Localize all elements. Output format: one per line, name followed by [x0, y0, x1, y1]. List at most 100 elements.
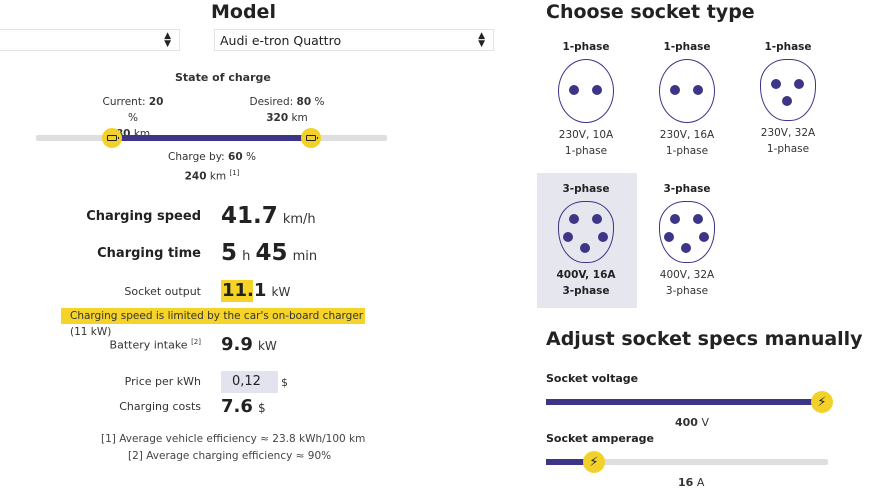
socket-voltage-readout: 400 V	[675, 416, 709, 429]
socket-spec-phase: 3-phase	[562, 285, 610, 297]
cee-3-phase-socket-icon	[558, 201, 614, 263]
socket-output-value-group: 11.1 kW	[222, 280, 290, 301]
socket-option-400v-16a[interactable]: 3-phase 400V, 16A 3-phase	[548, 183, 624, 299]
charging-speed-unit: km/h	[282, 212, 316, 227]
socket-phase-heading: 1-phase	[663, 41, 711, 53]
socket-amperage-handle[interactable]: ⚡	[583, 451, 605, 473]
charge-by-readout: Charge by: 60 % 240 km [1]	[168, 151, 256, 183]
socket-amperage-value: 16	[678, 476, 694, 489]
socket-voltage-value: 400	[675, 416, 698, 429]
charge-by-label: Charge by:	[168, 151, 225, 163]
current-charge-handle[interactable]	[102, 128, 122, 148]
socket-output-label: Socket output	[124, 285, 201, 298]
charging-time-minutes: 45	[255, 240, 288, 266]
socket-amperage-label: Socket amperage	[546, 432, 654, 445]
socket-output-value: 11.1	[222, 280, 267, 301]
battery-icon	[107, 135, 119, 141]
manual-specs-title: Adjust socket specs manually	[546, 328, 863, 350]
socket-spec-phase: 1-phase	[766, 143, 810, 155]
footnote-vehicle-efficiency: [1] Average vehicle efficiency ≈ 23.8 kW…	[101, 433, 366, 445]
state-of-charge-label: State of charge	[175, 71, 271, 84]
desired-charge-readout: Desired: 80 % 320 km	[249, 96, 325, 124]
charging-costs-value: 7.6	[221, 396, 253, 417]
battery-icon	[306, 135, 318, 141]
socket-spec-phase: 1-phase	[564, 145, 608, 157]
socket-phase-heading: 1-phase	[764, 41, 812, 53]
price-per-kwh-input[interactable]: 0,12	[221, 371, 278, 393]
battery-intake-value: 9.9	[221, 334, 253, 355]
lightning-icon: ⚡	[817, 394, 827, 410]
current-label: Current:	[102, 96, 146, 108]
socket-spec-rating: 230V, 10A	[558, 129, 614, 141]
socket-phase-heading: 3-phase	[663, 183, 711, 195]
current-percent: 20	[148, 96, 164, 108]
socket-spec-rating: 400V, 16A	[556, 269, 616, 281]
battery-intake-value-group: 9.9 kW	[221, 334, 277, 355]
charge-by-km: 240	[184, 170, 207, 183]
socket-amperage-slider-fill	[546, 459, 594, 465]
socket-voltage-unit: V	[701, 416, 709, 429]
charging-time-h-unit: h	[242, 249, 251, 264]
socket-phase-heading: 1-phase	[562, 41, 610, 53]
socket-output-unit: kW	[271, 285, 291, 299]
charging-speed-value: 41.7	[221, 203, 278, 229]
footnote-charging-efficiency: [2] Average charging efficiency ≈ 90%	[128, 450, 332, 462]
desired-percent: 80	[296, 96, 312, 108]
socket-output-highlight	[221, 280, 253, 302]
socket-amperage-unit: A	[696, 476, 705, 489]
model-select[interactable]: Audi e-tron Quattro ▲ ▼	[214, 29, 494, 51]
footnote-ref: [2]	[191, 338, 201, 346]
battery-intake-text: Battery intake	[109, 338, 188, 352]
price-per-kwh-label: Price per kWh	[124, 375, 201, 388]
charging-costs-unit: $	[257, 401, 266, 415]
socket-spec-rating: 230V, 32A	[760, 127, 816, 139]
socket-amperage-readout: 16 A	[678, 476, 704, 489]
select-caret-icon: ▲ ▼	[164, 31, 171, 49]
desired-label: Desired:	[249, 96, 294, 108]
charge-by-percent: 60	[228, 151, 243, 163]
desired-km: 320	[266, 112, 289, 124]
charging-speed-value-group: 41.7 km/h	[221, 203, 316, 229]
make-select[interactable]: ▲ ▼	[0, 29, 180, 51]
model-select-value: Audi e-tron Quattro	[220, 32, 342, 48]
select-caret-icon: ▲ ▼	[478, 31, 485, 49]
charging-costs-value-group: 7.6 $	[221, 396, 266, 417]
desired-charge-handle[interactable]	[301, 128, 321, 148]
socket-spec: 230V, 10A 1-phase	[548, 127, 624, 159]
charging-time-label: Charging time	[97, 246, 201, 261]
cee-1-phase-socket-icon	[760, 59, 816, 121]
socket-spec-rating: 230V, 16A	[659, 129, 715, 141]
socket-phase-heading: 3-phase	[562, 183, 610, 195]
cee-3-phase-socket-icon	[659, 201, 715, 263]
socket-spec-rating: 400V, 32A	[659, 269, 715, 281]
footnote-ref: [1]	[229, 169, 240, 177]
battery-intake-label: Battery intake [2]	[100, 338, 201, 352]
socket-spec: 400V, 32A 3-phase	[649, 267, 725, 299]
charging-speed-label: Charging speed	[86, 209, 201, 224]
schuko-socket-icon	[659, 59, 715, 123]
model-title: Model	[211, 1, 276, 23]
socket-voltage-slider-fill	[546, 399, 822, 405]
charging-time-min-unit: min	[292, 249, 318, 264]
charging-time-hours: 5	[221, 240, 238, 266]
socket-option-230v-10a[interactable]: 1-phase 230V, 10A 1-phase	[548, 41, 624, 159]
socket-spec: 230V, 32A 1-phase	[750, 125, 826, 157]
socket-option-230v-16a[interactable]: 1-phase 230V, 16A 1-phase	[649, 41, 725, 159]
charging-time-value-group: 5 h 45 min	[221, 240, 317, 266]
charging-costs-label: Charging costs	[119, 400, 201, 413]
lightning-icon: ⚡	[589, 454, 599, 470]
schuko-socket-icon	[558, 59, 614, 123]
socket-voltage-label: Socket voltage	[546, 372, 639, 385]
socket-spec: 400V, 16A 3-phase	[548, 267, 624, 299]
socket-spec-phase: 1-phase	[665, 145, 709, 157]
socket-amperage-slider-track[interactable]	[546, 459, 828, 465]
socket-voltage-handle[interactable]: ⚡	[811, 391, 833, 413]
socket-spec-phase: 3-phase	[665, 285, 709, 297]
price-currency: $	[281, 376, 288, 389]
charger-limit-notice: Charging speed is limited by the car's o…	[61, 308, 365, 338]
socket-option-230v-32a[interactable]: 1-phase 230V, 32A 1-phase	[750, 41, 826, 157]
socket-spec: 230V, 16A 1-phase	[649, 127, 725, 159]
socket-option-400v-32a[interactable]: 3-phase 400V, 32A 3-phase	[649, 183, 725, 299]
socket-type-title: Choose socket type	[546, 1, 755, 23]
battery-intake-unit: kW	[257, 339, 277, 353]
